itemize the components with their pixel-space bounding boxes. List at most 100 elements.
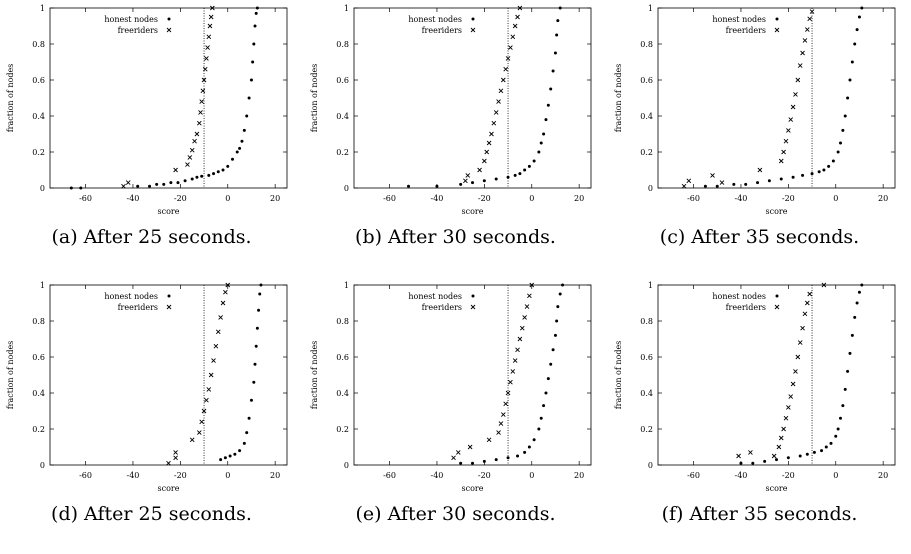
data-point-honest <box>176 181 180 185</box>
data-point-honest <box>848 351 852 355</box>
y-tick-label: 0.6 <box>640 76 653 85</box>
legend-label-honest: honest nodes <box>408 15 462 24</box>
y-tick-label: 1 <box>648 4 653 13</box>
data-point-freerider <box>790 104 796 110</box>
data-point-honest <box>223 456 227 460</box>
data-point-honest <box>827 164 831 168</box>
data-point-honest <box>838 416 842 420</box>
data-point-honest <box>252 380 256 384</box>
data-point-freerider <box>208 372 214 378</box>
data-point-freerider <box>790 381 796 387</box>
y-tick-label: 0.8 <box>336 40 349 49</box>
data-point-freerider <box>503 401 508 407</box>
data-point-honest <box>744 182 748 186</box>
legend-label-freeriders: freeriders <box>118 26 158 35</box>
data-point-freerider <box>199 99 204 104</box>
data-point-honest <box>471 181 474 185</box>
x-tick-label: -60 <box>79 471 92 480</box>
data-point-freerider <box>198 110 203 115</box>
data-point-honest <box>235 150 239 154</box>
data-point-honest <box>556 305 560 309</box>
data-point-honest <box>249 398 253 402</box>
data-point-honest <box>739 461 743 465</box>
data-point-freerider <box>215 329 221 335</box>
panel-caption: (d) After 25 seconds. <box>51 503 252 525</box>
x-tick-label: -40 <box>735 194 748 203</box>
data-point-honest <box>756 181 760 185</box>
data-point-honest <box>228 454 232 458</box>
data-point-honest <box>855 28 859 32</box>
data-point-freerider <box>455 450 461 455</box>
plot-frame <box>49 7 288 189</box>
y-tick-label: 0.2 <box>640 425 653 434</box>
data-point-freerider <box>800 50 805 56</box>
y-tick-label: 0.8 <box>336 317 349 326</box>
data-point-honest <box>798 454 802 458</box>
data-point-freerider <box>524 304 530 309</box>
x-tick-label: -20 <box>174 471 187 480</box>
data-point-freerider <box>200 88 206 94</box>
x-tick-label: 0 <box>833 194 838 203</box>
data-point-freerider <box>797 340 803 345</box>
legend-label-freeriders: freeriders <box>118 303 158 312</box>
chart-panel: -60 -40 -20 0 20 0 0.2 0.4 0.6 0.8 1 score fraction … <box>304 0 607 277</box>
panel-caption: (b) After 30 seconds. <box>355 226 556 248</box>
data-point-freerider <box>776 444 782 450</box>
data-point-honest <box>846 369 850 373</box>
chart-panel: -60 -40 -20 0 20 0 0.2 0.4 0.6 0.8 1 score fraction … <box>304 277 607 554</box>
data-point-freerider <box>527 293 532 299</box>
data-point-freerider <box>788 394 794 399</box>
data-point-freerider <box>484 149 490 155</box>
data-point-freerider <box>686 178 692 184</box>
data-point-freerider <box>173 455 178 461</box>
data-point-honest <box>853 42 857 46</box>
data-point-honest <box>853 315 857 319</box>
y-tick-label: 0 <box>648 461 653 470</box>
data-point-honest <box>255 326 259 330</box>
data-point-freerider <box>505 56 511 61</box>
data-point-freerider <box>771 453 777 459</box>
data-point-honest <box>518 172 522 176</box>
x-tick-label: -20 <box>782 194 795 203</box>
y-tick-label: 0.4 <box>32 112 45 121</box>
data-point-honest <box>257 308 261 312</box>
data-point-honest <box>527 164 531 168</box>
data-point-honest <box>506 175 510 179</box>
data-point-freerider <box>218 315 223 320</box>
data-point-freerider <box>206 387 212 392</box>
chart-svg: -60 -40 -20 0 20 0 0.2 0.4 0.6 0.8 1 score fraction … <box>614 281 896 493</box>
legend-marker-honest <box>775 17 779 21</box>
y-tick-label: 0.4 <box>640 389 653 398</box>
x-tick-label: -20 <box>478 194 491 203</box>
data-point-honest <box>251 60 255 64</box>
data-point-honest <box>831 159 835 163</box>
data-point-freerider <box>786 128 791 133</box>
data-point-freerider <box>465 173 471 178</box>
data-point-freerider <box>807 291 812 297</box>
data-point-honest <box>860 6 864 10</box>
x-axis-label: score <box>766 484 788 493</box>
data-point-honest <box>148 184 152 188</box>
data-point-honest <box>482 179 486 183</box>
data-point-honest <box>252 42 256 46</box>
x-tick-label: 20 <box>878 194 888 203</box>
data-point-freerider <box>491 120 497 126</box>
data-point-honest <box>834 434 838 438</box>
data-point-honest <box>767 179 771 183</box>
plot-frame <box>657 7 896 189</box>
chart-svg: -60 -40 -20 0 20 0 0.2 0.4 0.6 0.8 1 score fraction … <box>614 4 896 216</box>
x-tick-label: -40 <box>431 471 444 480</box>
data-point-honest <box>494 458 498 462</box>
y-axis-label: fraction of nodes <box>614 341 623 410</box>
y-tick-label: 0.2 <box>32 425 45 434</box>
data-point-honest <box>555 319 559 323</box>
data-point-honest <box>459 461 463 465</box>
chart-panel: -60 -40 -20 0 20 0 0.2 0.4 0.6 0.8 1 score fraction … <box>0 0 303 277</box>
data-point-honest <box>556 19 560 23</box>
data-point-honest <box>407 184 411 188</box>
data-point-honest <box>551 348 555 352</box>
legend-label-freeriders: freeriders <box>726 26 766 35</box>
data-point-freerider <box>187 155 193 160</box>
data-point-freerider <box>515 347 520 353</box>
data-point-honest <box>254 344 258 348</box>
